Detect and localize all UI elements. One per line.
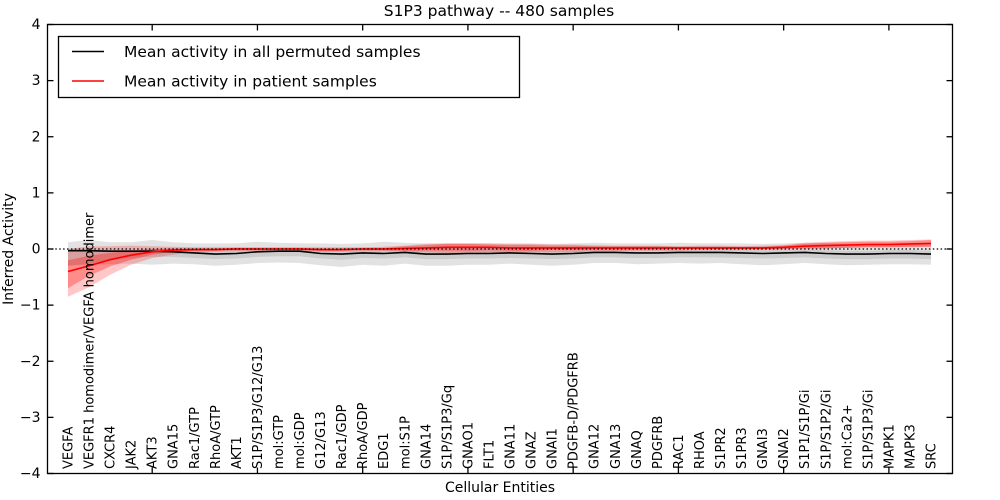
x-tick-label: S1P/S1P3/G12/G13 — [251, 346, 266, 469]
y-tick-label: −4 — [20, 466, 41, 482]
x-tick-label: G12/G13 — [314, 411, 329, 469]
y-tick-label: 3 — [32, 73, 41, 89]
x-tick-label: PDGFB-D/PDGFRB — [567, 352, 582, 469]
x-tick-label: RAC1 — [672, 434, 687, 469]
x-tick-label: GNAQ — [630, 430, 645, 469]
x-tick-label: GNAI1 — [546, 428, 561, 469]
x-tick-label: S1PR2 — [714, 427, 729, 469]
x-tick-label: S1P/S1P3/Gi — [861, 390, 876, 469]
x-tick-label: mol:Ca2+ — [840, 404, 855, 469]
x-tick-label: FLT1 — [482, 440, 497, 469]
legend: Mean activity in all permuted samples Me… — [57, 35, 521, 99]
x-tick-label: mol:S1P — [398, 416, 413, 469]
x-tick-label: GNAO1 — [461, 422, 476, 469]
x-tick-label: GNAI3 — [756, 428, 771, 469]
x-tick-label: RHOA — [693, 431, 708, 469]
x-tick-label: AKT1 — [230, 436, 245, 469]
x-tick-label: S1P1/S1P/Gi — [798, 390, 813, 469]
y-tick-label: −2 — [20, 354, 41, 370]
y-tick-label: 2 — [32, 129, 41, 145]
x-tick-label: MAPK3 — [903, 424, 918, 469]
x-tick-label: GNAI2 — [777, 428, 792, 469]
chart-title: S1P3 pathway -- 480 samples — [384, 2, 614, 20]
x-tick-label: S1P/S1P3/Gq — [440, 385, 455, 469]
legend-label-patient: Mean activity in patient samples — [124, 73, 377, 91]
y-axis-label: Inferred Activity — [1, 193, 17, 305]
x-tick-label: GNA13 — [609, 424, 624, 469]
legend-label-permuted: Mean activity in all permuted samples — [124, 43, 421, 61]
x-tick-label: GNAZ — [525, 431, 540, 469]
x-tick-label: MAPK1 — [882, 424, 897, 469]
x-tick-label: S1PR3 — [735, 427, 750, 469]
x-tick-label: GNA12 — [588, 424, 603, 469]
x-tick-label: GNA14 — [419, 424, 434, 469]
mean-line-0 — [68, 249, 932, 255]
x-tick-label: mol:GTP — [272, 415, 287, 469]
x-axis-label: Cellular Entities — [445, 480, 555, 496]
x-tick-label: S1P/S1P2/Gi — [819, 390, 834, 469]
y-tick-label: 0 — [32, 242, 41, 258]
y-tick-label: −1 — [20, 298, 41, 314]
x-tick-label: Rac1/GTP — [188, 407, 203, 469]
x-tick-label: GNA11 — [504, 424, 519, 469]
x-tick-label: Rac1/GDP — [335, 404, 350, 469]
x-tick-label: JAK2 — [125, 440, 140, 470]
x-tick-label: VEGFA — [62, 427, 77, 469]
plot-area: −4 −3 −2 −1 0 1 2 3 4 VEGFA VEGFR1 homodimer/VEGFA… — [20, 17, 953, 482]
x-tick-label: GNA15 — [167, 424, 182, 469]
x-tick-label: PDGFRB — [651, 416, 666, 469]
plot-frame — [46, 23, 954, 475]
x-tick-label: AKT3 — [146, 436, 161, 469]
x-tick-label: RhoA/GDP — [356, 402, 371, 469]
mean-line-1 — [67, 242, 932, 273]
x-tick-label: EDG1 — [377, 432, 392, 469]
x-tick-label: mol:GDP — [293, 412, 308, 469]
x-tick-label: RhoA/GTP — [209, 405, 224, 469]
x-tick-label: CXCR4 — [104, 426, 119, 469]
x-tick-label: VEGFR1 homodimer/VEGFA homodimer — [83, 212, 98, 469]
legend-box — [57, 35, 521, 99]
y-tick-label: 4 — [32, 17, 41, 33]
x-tick-label: SRC — [925, 443, 940, 469]
y-tick-label: 1 — [32, 185, 41, 201]
y-tick-label: −3 — [20, 410, 41, 426]
